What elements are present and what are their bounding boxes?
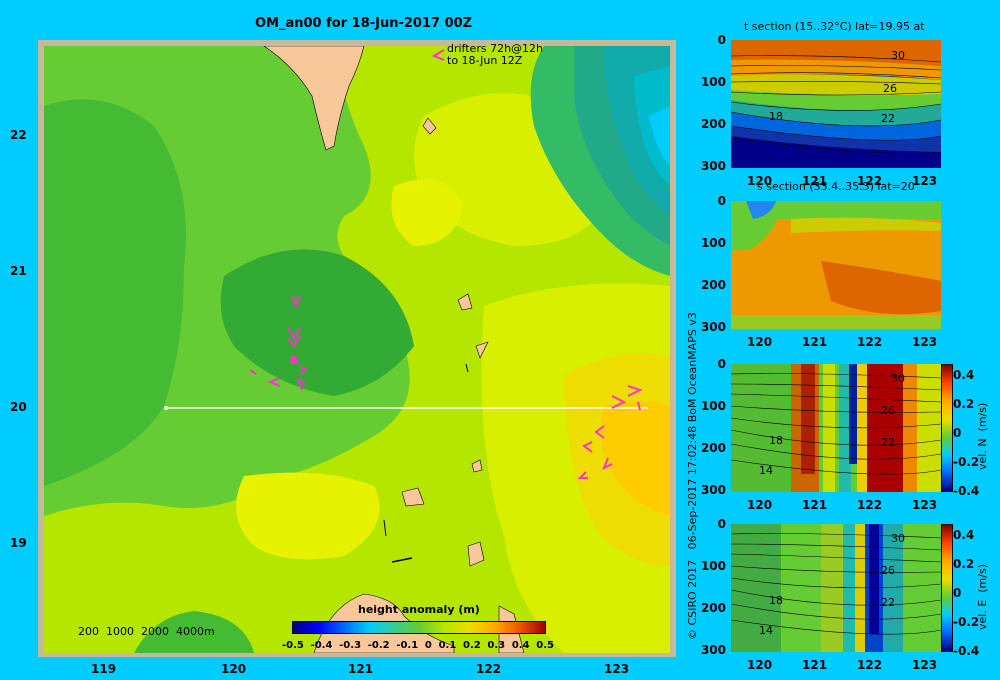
section-lon-tick: 122 <box>857 498 883 512</box>
section-lon-tick: 123 <box>912 174 938 188</box>
cbar-label: 0 <box>424 640 432 651</box>
cbar-label: 0.5 <box>536 640 554 651</box>
height-colorbar <box>292 621 546 634</box>
colorbar-title: height anomaly (m) <box>358 603 480 616</box>
section-lon-tick: 121 <box>802 174 828 188</box>
t-contour-18: 18 <box>769 110 783 123</box>
vel-tick: 0.2 <box>953 397 975 411</box>
vele-colorbar <box>941 524 953 652</box>
depth-tick: 0 <box>717 194 726 208</box>
s-section-title: s section (33.4..35.3) lat=20 <box>757 180 915 193</box>
lat-tick-19: 19 <box>10 536 27 550</box>
section-lon-tick: 123 <box>912 335 938 349</box>
depth-tick: 300 <box>700 159 726 173</box>
ve-contour-18: 18 <box>769 594 783 607</box>
drifter-note-1: drifters 72h@12h <box>447 42 544 55</box>
lon-tick-119: 119 <box>91 662 117 676</box>
t-contour-26: 26 <box>883 82 897 95</box>
depth-tick: 300 <box>700 483 726 497</box>
vel-tick: 0 <box>953 586 962 600</box>
vn-contour-14: 14 <box>759 464 773 477</box>
vele-section-plot[interactable]: 30 26 18 22 14 <box>731 524 941 652</box>
ve-contour-26: 26 <box>881 564 895 577</box>
vel-tick: -0.2 <box>953 615 980 629</box>
ve-contour-30: 30 <box>891 532 905 545</box>
depth-tick: 100 <box>700 75 726 89</box>
t-contour-30: 30 <box>891 49 905 62</box>
depth-tick: 300 <box>700 320 726 334</box>
lon-tick-123: 123 <box>604 662 630 676</box>
colorbar-labels: -0.5 -0.4 -0.3 -0.2 -0.1 0 0.1 0.2 0.3 0… <box>282 640 554 651</box>
depth-tick: 100 <box>700 559 726 573</box>
depth-tick: 300 <box>700 643 726 657</box>
lon-tick-120: 120 <box>221 662 247 676</box>
section-lon-tick: 121 <box>802 498 828 512</box>
section-lon-tick: 123 <box>912 658 938 672</box>
vel-tick: 0.2 <box>953 557 975 571</box>
depth-tick: 200 <box>700 278 726 292</box>
height-anomaly-map[interactable] <box>44 46 670 653</box>
ve-contour-14: 14 <box>759 624 773 637</box>
t-section-title: t section (15..32°C) lat=19.95 at <box>744 20 925 33</box>
lon-tick-122: 122 <box>476 662 502 676</box>
cbar-label: -0.1 <box>396 640 419 651</box>
drifter-note-2: to 18-Jun 12Z <box>447 54 523 67</box>
t-section-plot[interactable]: 30 26 18 22 <box>731 40 941 168</box>
lat-tick-22: 22 <box>10 128 27 142</box>
drifter-tracks <box>249 295 643 479</box>
depth-legend: 200 1000 2000 4000m <box>78 625 215 638</box>
vel-tick: 0 <box>953 426 962 440</box>
section-lon-tick: 122 <box>857 174 883 188</box>
section-lon-tick: 120 <box>747 174 773 188</box>
lon-tick-121: 121 <box>348 662 374 676</box>
section-lon-tick: 123 <box>912 498 938 512</box>
vn-contour-26: 26 <box>881 404 895 417</box>
vel-tick: -0.4 <box>953 644 980 658</box>
vn-contour-22: 22 <box>881 436 895 449</box>
vel-tick: -0.4 <box>953 484 980 498</box>
map-title: OM_an00 for 18-Jun-2017 00Z <box>255 16 473 31</box>
cbar-label: -0.4 <box>310 640 333 651</box>
section-lon-tick: 120 <box>747 658 773 672</box>
cbar-label: 0.3 <box>487 640 506 651</box>
depth-tick: 0 <box>717 517 726 531</box>
veln-colorbar <box>941 364 953 492</box>
cbar-label: 0.1 <box>438 640 457 651</box>
vn-contour-18: 18 <box>769 434 783 447</box>
cbar-label: 0.4 <box>511 640 530 651</box>
depth-tick: 200 <box>700 441 726 455</box>
vel-tick: 0.4 <box>953 528 975 542</box>
t-contour-22: 22 <box>881 112 895 125</box>
s-section-plot[interactable] <box>731 201 941 329</box>
cbar-label: -0.5 <box>282 640 304 651</box>
section-lon-tick: 121 <box>802 335 828 349</box>
cbar-label: 0.2 <box>462 640 481 651</box>
ve-contour-22: 22 <box>881 596 895 609</box>
depth-tick: 0 <box>717 357 726 371</box>
vel-tick: 0.4 <box>953 368 975 382</box>
depth-tick: 100 <box>700 399 726 413</box>
section-lon-tick: 120 <box>747 335 773 349</box>
vn-contour-30: 30 <box>891 372 905 385</box>
section-lon-tick: 122 <box>857 335 883 349</box>
lat-tick-21: 21 <box>10 264 27 278</box>
cbar-label: -0.2 <box>367 640 390 651</box>
depth-tick: 0 <box>717 33 726 47</box>
section-lon-tick: 121 <box>802 658 828 672</box>
lat-tick-20: 20 <box>10 400 27 414</box>
section-lon-tick: 122 <box>857 658 883 672</box>
vel-tick: -0.2 <box>953 455 980 469</box>
cbar-label: -0.3 <box>339 640 362 651</box>
veln-section-plot[interactable]: 30 26 18 22 14 <box>731 364 941 492</box>
depth-tick: 100 <box>700 236 726 250</box>
section-lon-tick: 120 <box>747 498 773 512</box>
depth-tick: 200 <box>700 117 726 131</box>
depth-tick: 200 <box>700 601 726 615</box>
